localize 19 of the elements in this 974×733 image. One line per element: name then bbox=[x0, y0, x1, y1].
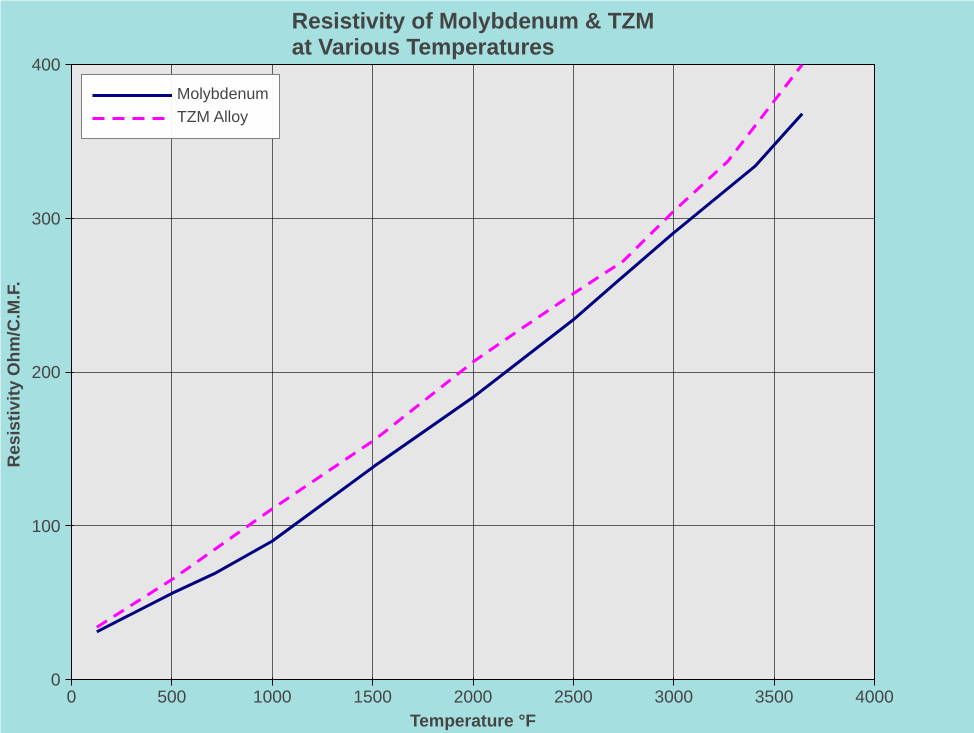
x-tick-label: 4000 bbox=[855, 686, 894, 706]
y-axis-title: Resistivity Ohm/C.M.F. bbox=[4, 281, 24, 468]
y-tick-label: 200 bbox=[32, 362, 61, 382]
x-tick-label: 2500 bbox=[554, 686, 593, 706]
x-tick-label: 1500 bbox=[353, 686, 392, 706]
x-axis-title: Temperature °F bbox=[410, 710, 536, 730]
x-tick-label: 1000 bbox=[252, 686, 292, 706]
y-tick-label: 0 bbox=[50, 670, 61, 690]
legend-label: Molybdenum bbox=[177, 86, 269, 104]
x-tick-label: 2000 bbox=[454, 686, 492, 706]
legend-label: TZM Alloy bbox=[177, 109, 248, 127]
x-tick-label: 3500 bbox=[754, 686, 794, 706]
x-tick-label: 500 bbox=[157, 686, 186, 706]
x-tick-label: 0 bbox=[66, 686, 76, 706]
y-tick-label: 400 bbox=[32, 54, 61, 74]
y-tick-label: 100 bbox=[32, 516, 61, 536]
chart-title: Resistivity of Molybdenum & TZM at Various Temperatures bbox=[292, 8, 654, 60]
x-tick-label: 3000 bbox=[654, 686, 694, 706]
y-tick-label: 300 bbox=[32, 208, 61, 228]
